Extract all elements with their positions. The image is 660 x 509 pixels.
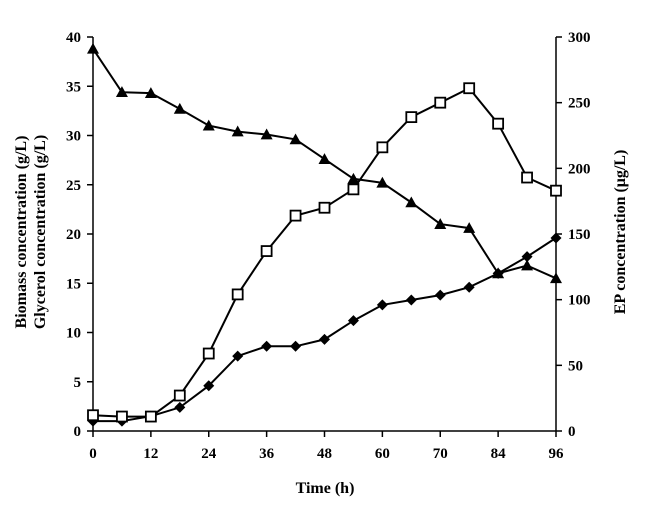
y-axis-left-title-glycerol: Glycerol concentration (g/L): [32, 135, 49, 329]
point-diamond: [376, 299, 388, 311]
point-square: [550, 184, 562, 197]
x-tick-label: 70: [433, 446, 448, 462]
x-tick-label: 12: [143, 446, 158, 462]
y-left-tick-label: 5: [74, 375, 82, 391]
point-triangle: [231, 125, 244, 137]
point-square: [87, 409, 99, 422]
point-triangle: [202, 119, 215, 131]
x-tick-label: 24: [201, 446, 217, 462]
series-open-square: [87, 82, 562, 423]
point-diamond: [261, 340, 273, 352]
y-left-tick-label: 30: [66, 129, 81, 145]
point-triangle: [521, 259, 534, 271]
point-square: [202, 347, 215, 360]
point-triangle: [434, 218, 447, 229]
y-left-tick-label: 10: [66, 326, 81, 342]
point-triangle: [405, 196, 418, 208]
y-right-tick-label: 0: [568, 424, 576, 440]
x-axis-title: Time (h): [296, 480, 355, 497]
y-right-tick-label: 300: [568, 30, 591, 46]
y-axis-left-title-biomass: Biomass concentration (g/L): [13, 136, 30, 329]
series-layer: [87, 42, 562, 427]
point-triangle: [463, 222, 476, 233]
point-diamond: [203, 380, 215, 392]
point-triangle: [318, 153, 331, 164]
x-tick-label: 36: [259, 446, 275, 462]
x-tick-label: 60: [375, 446, 390, 462]
y-left-tick-label: 0: [74, 424, 82, 440]
y-right-tick-label: 150: [568, 227, 591, 243]
point-square: [376, 141, 389, 154]
x-tick-label: 84: [491, 446, 507, 462]
y-right-tick-label: 200: [568, 161, 591, 177]
series-line-diamond: [93, 237, 557, 423]
y-left-tick-label: 40: [66, 30, 81, 46]
x-tick-label: 96: [549, 446, 565, 462]
point-square: [231, 288, 244, 301]
series-triangle: [87, 42, 562, 284]
point-diamond: [174, 401, 186, 413]
point-diamond: [232, 350, 244, 362]
y-axis-right-title: EP concentration (μg/L): [612, 150, 629, 315]
y-right-tick-label: 100: [568, 293, 591, 309]
axes: [92, 37, 557, 432]
point-square: [463, 82, 476, 95]
point-square: [116, 410, 128, 423]
point-triangle: [87, 42, 99, 54]
x-tick-label: 0: [89, 446, 97, 462]
point-square: [260, 245, 273, 257]
point-diamond: [463, 281, 475, 293]
point-square: [521, 171, 533, 184]
point-square: [318, 201, 331, 214]
point-diamond: [492, 267, 504, 279]
point-square: [434, 96, 447, 109]
y-ticks-right: 0 50 100 150 200 250 300: [556, 30, 591, 440]
y-left-tick-label: 25: [66, 178, 81, 194]
point-diamond: [434, 289, 446, 301]
x-ticks: 0 12 24 36 48 60 70 84 96: [89, 431, 564, 462]
y-right-tick-label: 250: [568, 96, 591, 112]
point-diamond: [290, 340, 302, 352]
y-right-tick-label: 50: [568, 358, 583, 374]
point-diamond: [347, 315, 359, 327]
y-left-tick-label: 15: [66, 276, 81, 292]
point-triangle: [289, 133, 302, 145]
point-square: [405, 111, 418, 124]
point-triangle: [260, 128, 273, 140]
point-triangle: [347, 172, 360, 184]
y-left-tick-label: 20: [66, 227, 81, 243]
point-square: [347, 183, 360, 196]
point-triangle: [376, 176, 389, 188]
point-square: [289, 209, 302, 222]
point-diamond: [319, 333, 330, 345]
y-left-tick-label: 35: [66, 79, 81, 95]
point-square: [144, 410, 157, 423]
point-triangle: [144, 87, 157, 98]
series-line-open-square: [92, 86, 557, 418]
point-square: [173, 389, 186, 402]
point-diamond: [521, 251, 533, 263]
point-diamond: [550, 232, 562, 244]
point-diamond: [405, 294, 417, 306]
point-triangle: [115, 86, 128, 97]
point-square: [492, 117, 505, 130]
point-triangle: [173, 102, 186, 114]
x-tick-label: 48: [317, 446, 332, 462]
y-ticks-left: 0 5 10 15 20 25 30 35 40: [66, 30, 93, 440]
point-triangle: [550, 272, 562, 284]
